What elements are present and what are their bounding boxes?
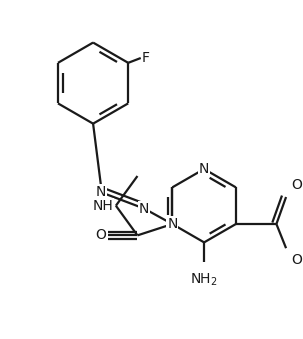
Text: N: N <box>139 202 149 216</box>
Text: F: F <box>142 51 150 65</box>
Text: NH: NH <box>92 199 113 213</box>
Text: N: N <box>167 217 178 231</box>
Text: O: O <box>95 228 106 242</box>
Text: O: O <box>291 253 302 267</box>
Text: NH$_2$: NH$_2$ <box>190 271 218 288</box>
Text: N: N <box>96 185 106 199</box>
Text: N: N <box>199 162 209 176</box>
Text: O: O <box>291 178 302 192</box>
